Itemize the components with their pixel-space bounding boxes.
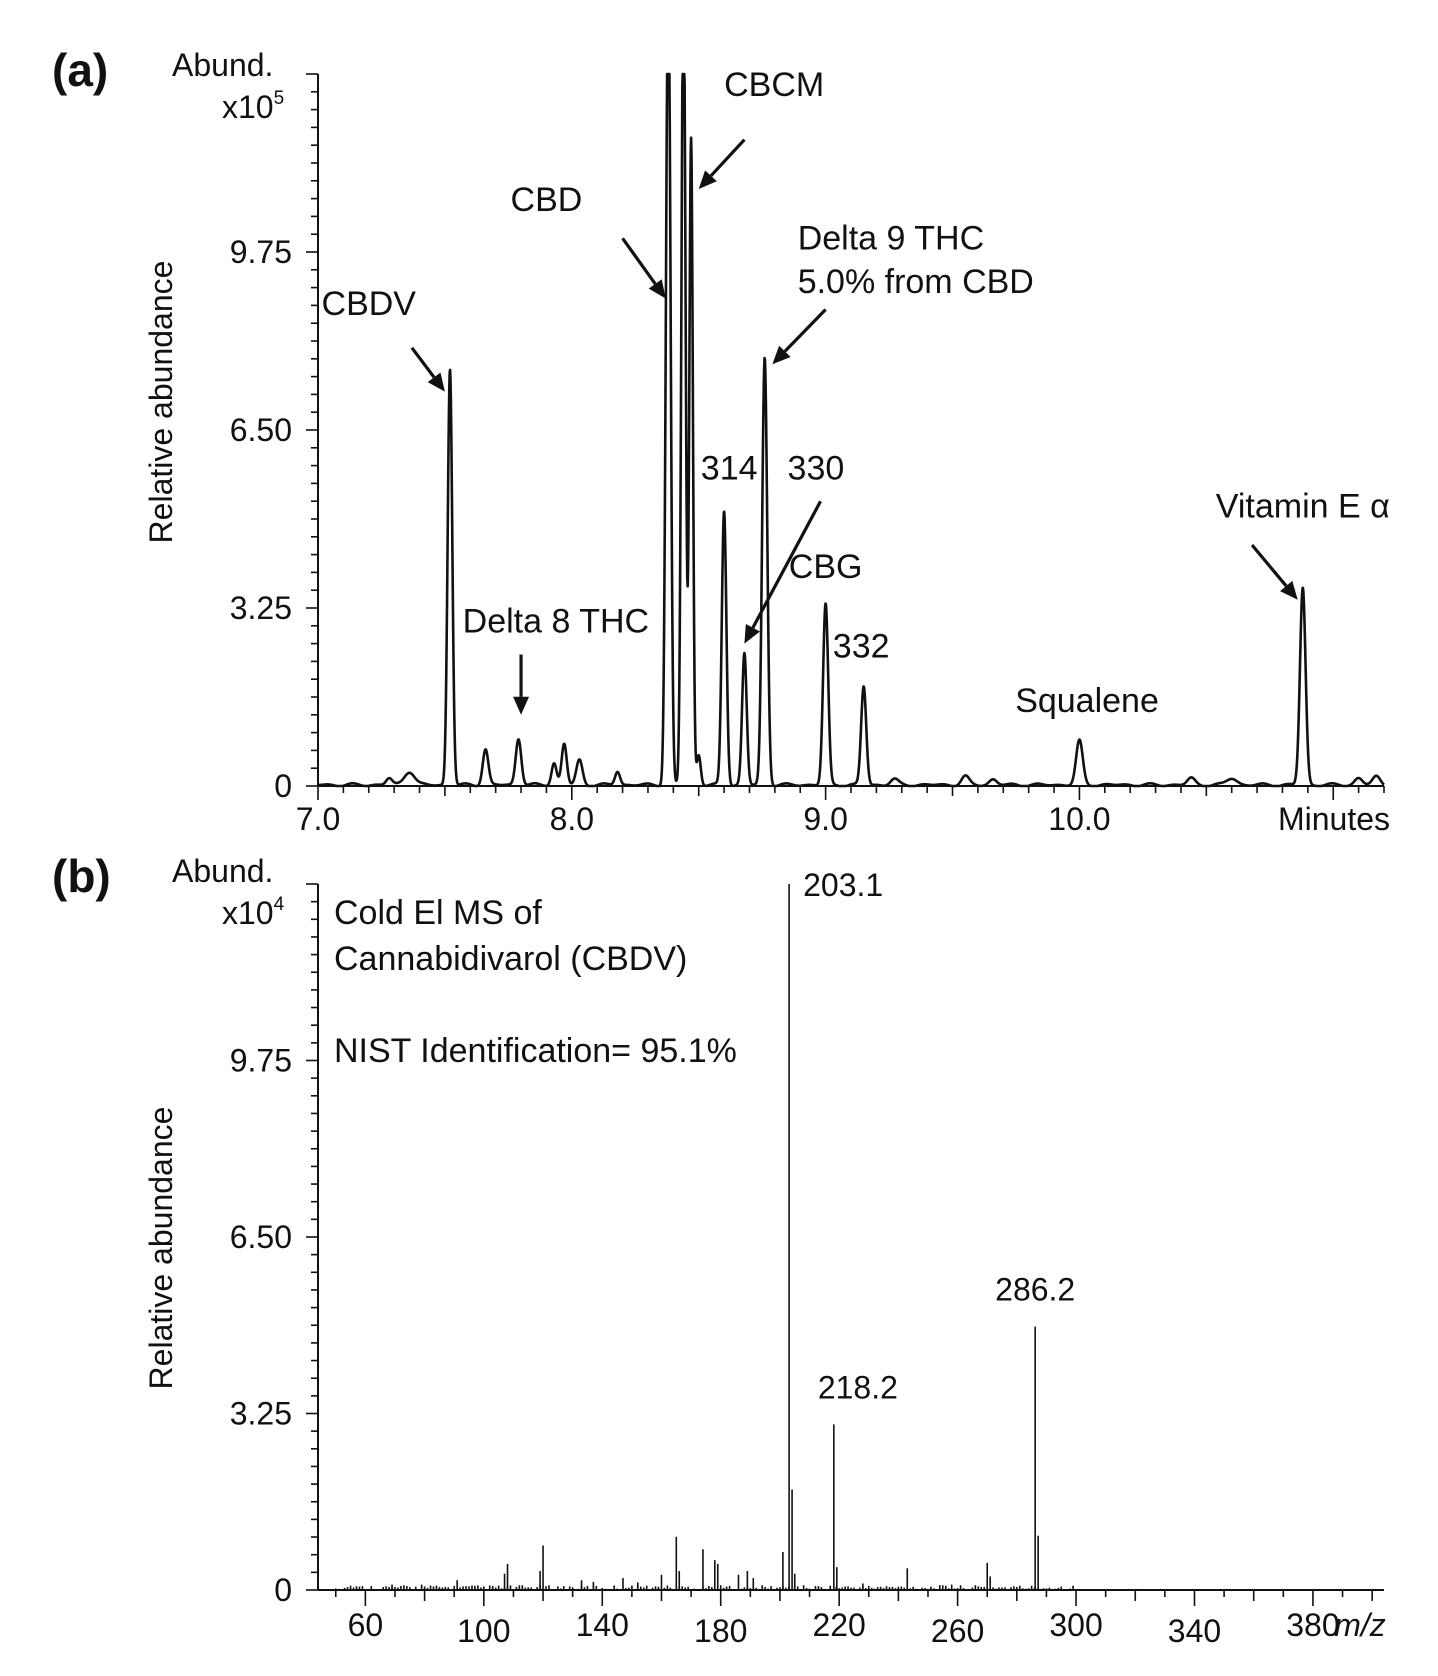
panel-a-y-tick-label: 0 bbox=[274, 768, 292, 804]
panel-b-spectrum bbox=[334, 884, 1074, 1590]
annotation-arrow-head bbox=[744, 623, 760, 644]
panel-a-abund-scale: x105 bbox=[222, 88, 284, 125]
panel-a-x-tick-label: 7.0 bbox=[296, 801, 340, 837]
peak-annotation: CBDV bbox=[322, 285, 417, 323]
peak-annotation: CBG bbox=[789, 548, 863, 586]
panel-a-abund-label: Abund. bbox=[172, 47, 273, 83]
panel-b-info-line: Cold El MS of bbox=[334, 894, 542, 932]
panel-b-x-tick-label: 300 bbox=[1049, 1607, 1102, 1643]
annotation-arrow-shaft bbox=[783, 308, 827, 353]
peak-annotation: 5.0% from CBD bbox=[798, 263, 1034, 301]
spectrum-peak-label: 203.1 bbox=[803, 867, 883, 903]
panel-a-x-unit: Minutes bbox=[1278, 801, 1390, 837]
panel-a-tick-labels: 0 3.25 6.50 9.75 7.0 8.0 9.0 10.0 bbox=[230, 234, 1111, 837]
annotation-arrow-shaft bbox=[1250, 543, 1288, 587]
annotation-arrow-shaft bbox=[410, 346, 436, 379]
panel-a-y-axis-title: Relative abundance bbox=[143, 261, 179, 544]
peak-annotation: CBD bbox=[511, 181, 583, 219]
spectrum-peak-label: 286.2 bbox=[995, 1272, 1075, 1308]
annotation-arrow-head bbox=[513, 696, 530, 715]
panel-b-axes bbox=[317, 884, 1384, 1591]
panel-b-info-line: NIST Identification= 95.1% bbox=[334, 1032, 737, 1070]
annotation-arrow-shaft bbox=[621, 237, 657, 285]
panel-a-x-tick-label: 9.0 bbox=[803, 801, 847, 837]
panel-b-y-tick-label: 0 bbox=[274, 1572, 292, 1608]
peak-annotation: 332 bbox=[833, 627, 890, 665]
chromatogram-trace bbox=[317, 72, 1385, 788]
panel-b-label: (b) bbox=[52, 850, 111, 902]
panel-b-abund-label: Abund. bbox=[172, 853, 273, 889]
peak-annotation: 330 bbox=[788, 449, 845, 487]
panel-b-x-tick-label: 380 bbox=[1286, 1607, 1339, 1643]
panel-a-x-tick-label: 8.0 bbox=[550, 801, 594, 837]
panel-b-tick-labels: 0 3.25 6.50 9.75 60 100 140 180 220 260 300 340 380 bbox=[230, 1043, 1340, 1650]
panel-b-y-tick-label: 6.50 bbox=[230, 1219, 292, 1255]
panel-b-x-tick-label: 220 bbox=[812, 1607, 865, 1643]
panel-b-x-tick-label: 260 bbox=[931, 1613, 984, 1649]
panel-a-ticks bbox=[306, 73, 1385, 800]
peak-annotation: Vitamin E α bbox=[1216, 488, 1390, 526]
panel-b-x-tick-label: 140 bbox=[576, 1607, 629, 1643]
panel-a-axes bbox=[317, 74, 1384, 787]
panel-b-y-tick-label: 9.75 bbox=[230, 1043, 292, 1079]
panel-b-y-axis-title: Relative abundance bbox=[143, 1107, 179, 1390]
annotation-arrow-shaft bbox=[751, 500, 822, 629]
annotation-arrow-head bbox=[427, 372, 445, 392]
peak-annotation: 314 bbox=[701, 449, 758, 487]
spectrum-peak-label: 218.2 bbox=[818, 1369, 898, 1405]
panel-b-x-tick-label: 100 bbox=[457, 1613, 510, 1649]
annotation-arrow-head bbox=[1280, 580, 1298, 600]
panel-a-x-tick-label: 10.0 bbox=[1048, 801, 1110, 837]
panel-a-y-tick-label: 6.50 bbox=[230, 412, 292, 448]
panel-b-x-tick-label: 60 bbox=[348, 1607, 384, 1643]
panel-a-y-tick-label: 3.25 bbox=[230, 590, 292, 626]
panel-b-y-tick-label: 3.25 bbox=[230, 1396, 292, 1432]
peak-annotation: Squalene bbox=[1015, 682, 1159, 720]
peak-annotation: Delta 8 THC bbox=[463, 603, 649, 641]
panel-b-x-unit: m/z bbox=[1334, 1607, 1386, 1643]
panel-b-abund-scale: x104 bbox=[222, 894, 285, 931]
panel-a-annotations: CBDV Delta 8 THC CBD CBCM Delta 9 THC 5.0% fr… bbox=[322, 66, 1390, 720]
peak-annotation: Delta 9 THC bbox=[798, 219, 984, 257]
panel-b-peak-labels: 203.1 218.2 286.2 bbox=[803, 867, 1075, 1405]
chromatogram-panel: (a) Abund. x105 Relative abundance Minut… bbox=[52, 44, 1390, 837]
panel-b-info-text: Cold El MS of Cannabidivarol (CBDV) NIST I… bbox=[334, 894, 737, 1070]
panel-b-x-tick-label: 180 bbox=[694, 1613, 747, 1649]
peak-annotation: CBCM bbox=[724, 66, 824, 104]
panel-b-x-tick-label: 340 bbox=[1168, 1613, 1221, 1649]
annotation-arrow-shaft bbox=[709, 138, 746, 177]
annotation-arrow-head bbox=[772, 345, 791, 365]
annotation-arrow-head bbox=[698, 170, 717, 190]
annotation-arrow-head bbox=[648, 279, 666, 299]
mass-spectrum-panel: (b) Abund. x104 Relative abundance m/z C… bbox=[52, 850, 1386, 1649]
panel-a-label: (a) bbox=[52, 44, 108, 96]
panel-a-y-tick-label: 9.75 bbox=[230, 234, 292, 270]
panel-b-ticks bbox=[306, 883, 1373, 1606]
panel-a-trace bbox=[317, 72, 1385, 788]
panel-b-info-line: Cannabidivarol (CBDV) bbox=[334, 940, 687, 978]
